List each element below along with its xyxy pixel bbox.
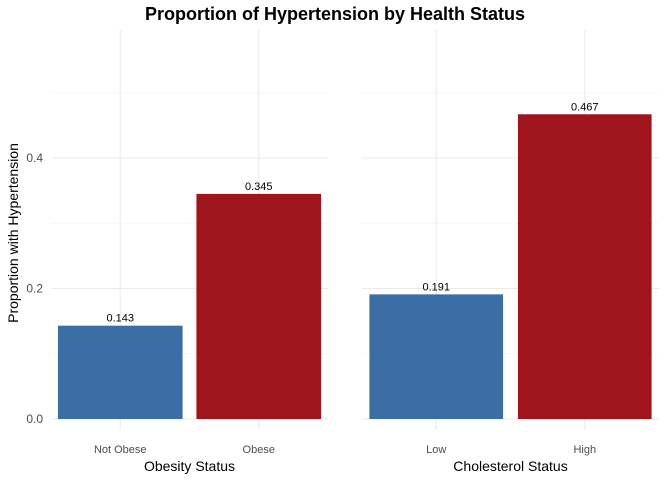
x-tick-label: Not Obese xyxy=(94,444,147,456)
x-axis-label: Cholesterol Status xyxy=(453,458,567,474)
y-tick-label: 0.0 xyxy=(26,412,43,426)
y-tick-label: 0.4 xyxy=(26,151,43,165)
bar-obese xyxy=(196,193,322,419)
bar-not-obese xyxy=(57,325,183,419)
x-axis-label: Obesity Status xyxy=(144,458,235,474)
y-axis-label: Proportion with Hypertension xyxy=(5,143,21,323)
bar-value-label: 0.143 xyxy=(106,313,134,325)
x-tick-label: Low xyxy=(426,444,446,456)
x-tick-label: High xyxy=(573,444,596,456)
bar-value-label: 0.467 xyxy=(571,101,599,113)
bar-value-label: 0.191 xyxy=(422,281,450,293)
bar-high xyxy=(517,114,652,419)
y-tick-label: 0.2 xyxy=(26,282,43,296)
chart-title: Proportion of Hypertension by Health Sta… xyxy=(145,4,525,24)
y-tick-labels: 0.0 0.2 0.4 xyxy=(26,151,43,426)
bar-value-label: 0.345 xyxy=(245,181,273,193)
bar-low xyxy=(369,294,504,419)
panel-cholesterol: 0.191 Low 0.467 High Cholesterol Status xyxy=(362,30,659,474)
x-tick-label: Obese xyxy=(243,444,275,456)
panel-obesity: 0.143 Not Obese 0.345 Obese Obesity Status xyxy=(51,30,328,474)
